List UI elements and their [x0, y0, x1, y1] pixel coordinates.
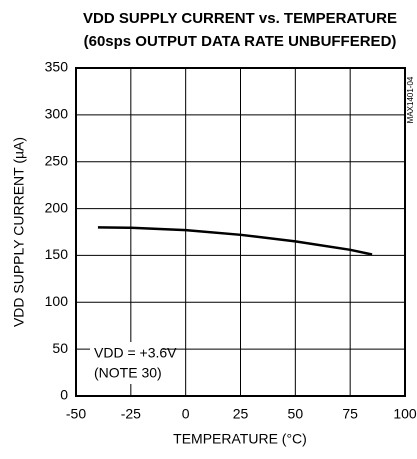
- annotation-bg: [90, 342, 162, 384]
- annotation: VDD = +3.6V: [94, 345, 177, 361]
- x-tick-label: 0: [182, 406, 190, 422]
- y-axis-label: VDD SUPPLY CURRENT (µA): [11, 137, 27, 327]
- chart-subtitle: (60sps OUTPUT DATA RATE UNBUFFERED): [84, 33, 397, 50]
- chart-title: VDD SUPPLY CURRENT vs. TEMPERATURE: [83, 10, 397, 27]
- y-tick-label: 100: [45, 293, 69, 309]
- x-tick-label: 75: [342, 406, 358, 422]
- y-tick-label: 150: [45, 246, 69, 262]
- x-tick-label: 50: [288, 406, 304, 422]
- figure-code: MAX1401-04: [406, 76, 415, 123]
- y-tick-label: 50: [52, 340, 68, 356]
- y-tick-label: 350: [45, 59, 69, 75]
- plot-frame: [75, 67, 406, 397]
- data-line: [97, 226, 373, 256]
- x-tick-label: 100: [393, 406, 417, 422]
- x-tick-label: -25: [121, 406, 141, 422]
- x-tick-label: -50: [66, 406, 86, 422]
- annotation: (NOTE 30): [94, 365, 162, 381]
- y-tick-label: 250: [45, 152, 69, 168]
- y-tick-label: 200: [45, 199, 69, 215]
- y-tick-label: 300: [45, 106, 69, 122]
- x-tick-label: 25: [233, 406, 249, 422]
- x-axis-label: TEMPERATURE (°C): [173, 431, 307, 447]
- y-tick-label: 0: [60, 387, 68, 403]
